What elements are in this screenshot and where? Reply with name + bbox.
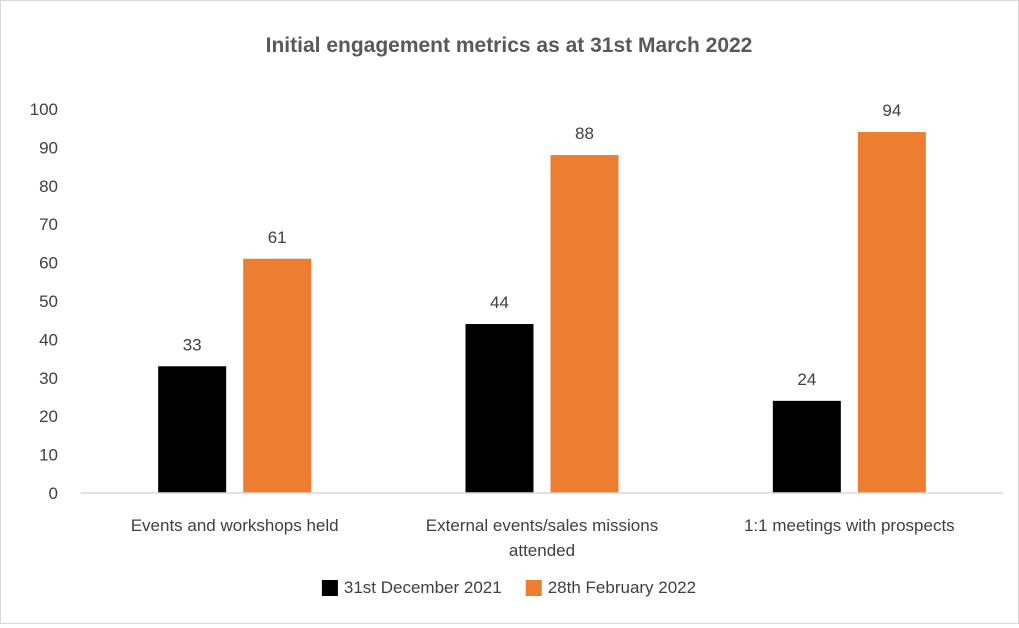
category-label: Events and workshops held [131,516,339,535]
y-axis: 0 10 20 30 40 50 60 70 80 90 100 [30,100,58,503]
data-labels: 33 61 44 88 24 94 [183,101,902,389]
legend-item: 28th February 2022 [525,578,696,597]
bars [158,132,926,494]
legend: 31st December 2021 28th February 2022 [321,578,696,597]
data-label: 24 [797,370,816,389]
bar-series-1 [772,400,841,493]
category-label: attended [509,541,575,560]
bar-series-2 [243,258,312,493]
y-tick-label: 20 [39,407,58,426]
legend-item: 31st December 2021 [321,578,502,597]
y-tick-label: 10 [39,446,58,465]
y-tick-label: 90 [39,138,58,157]
bar-series-1 [465,324,534,493]
chart-title: Initial engagement metrics as at 31st Ma… [266,34,753,57]
legend-label: 31st December 2021 [344,578,502,597]
data-label: 61 [268,228,287,247]
legend-label: 28th February 2022 [548,578,696,597]
y-tick-label: 50 [39,292,58,311]
y-tick-label: 60 [39,254,58,273]
category-labels: Events and workshops held External events… [131,516,955,560]
legend-swatch [321,580,338,596]
y-tick-label: 70 [39,215,58,234]
bar-series-2 [857,132,926,494]
category-label: External events/sales missions [426,516,658,535]
y-tick-label: 30 [39,369,58,388]
y-tick-label: 40 [39,330,58,349]
data-label: 88 [575,124,594,143]
data-label: 33 [183,335,202,354]
bar-series-1 [158,366,227,493]
y-tick-label: 0 [49,484,58,503]
legend-swatch [525,580,542,596]
y-tick-label: 100 [30,100,58,119]
bar-series-2 [550,155,619,493]
category-label: 1:1 meetings with prospects [744,516,955,535]
y-tick-label: 80 [39,177,58,196]
data-label: 94 [882,101,901,120]
data-label: 44 [490,293,509,312]
